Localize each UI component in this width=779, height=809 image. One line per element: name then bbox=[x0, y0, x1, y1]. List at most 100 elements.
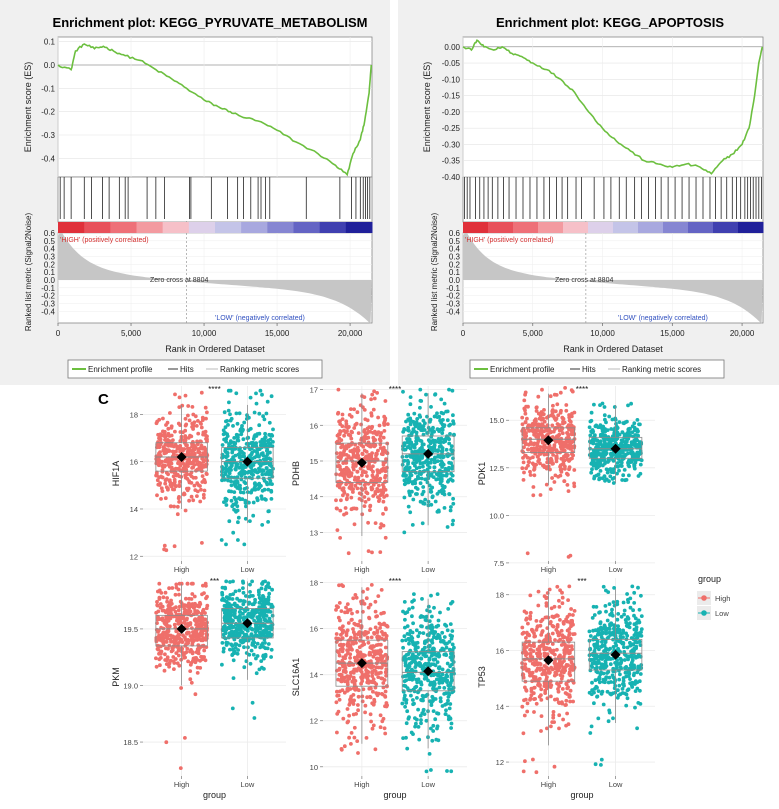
data-point-low bbox=[449, 721, 454, 726]
data-point-low bbox=[446, 607, 451, 611]
data-point-low bbox=[417, 471, 422, 476]
data-point-high bbox=[525, 416, 529, 421]
heatbar-segment bbox=[488, 222, 514, 233]
data-point-high bbox=[523, 679, 528, 684]
data-point-high bbox=[373, 747, 378, 752]
data-point-low bbox=[441, 418, 445, 422]
data-point-low bbox=[229, 642, 234, 647]
data-point-high bbox=[549, 430, 553, 435]
data-point-low bbox=[445, 472, 449, 476]
data-point-high bbox=[192, 594, 197, 599]
data-point-high bbox=[378, 525, 383, 530]
data-point-high bbox=[539, 430, 543, 435]
es-yticks: 0.10.0-0.1-0.2-0.3-0.4 bbox=[41, 38, 55, 164]
mean-marker bbox=[543, 435, 554, 446]
data-point-low bbox=[404, 668, 409, 673]
data-point-low bbox=[251, 652, 256, 657]
data-point-low bbox=[269, 497, 274, 501]
data-point-high bbox=[190, 405, 195, 409]
data-point-high bbox=[379, 622, 383, 627]
data-point-high bbox=[183, 434, 188, 438]
data-point-low bbox=[602, 461, 607, 466]
data-point-high bbox=[346, 621, 351, 625]
data-point-low bbox=[258, 388, 263, 393]
data-point-low bbox=[596, 465, 600, 470]
box-iqr bbox=[588, 436, 643, 459]
data-point-low bbox=[401, 645, 405, 650]
data-point-low bbox=[253, 597, 257, 602]
data-point-low bbox=[241, 611, 245, 616]
data-point-low bbox=[451, 501, 456, 506]
data-point-low bbox=[248, 582, 252, 587]
data-point-high bbox=[369, 659, 373, 664]
data-point-high bbox=[347, 425, 351, 429]
data-point-low bbox=[420, 427, 425, 432]
data-point-low bbox=[422, 469, 427, 473]
data-point-low bbox=[229, 483, 234, 488]
data-point-low bbox=[407, 489, 411, 494]
data-point-high bbox=[199, 487, 203, 492]
es-ytick-label: -0.10 bbox=[442, 75, 461, 84]
data-point-high bbox=[165, 438, 170, 442]
data-point-high bbox=[204, 462, 209, 467]
data-point-high bbox=[564, 698, 569, 703]
data-point-high bbox=[368, 712, 373, 717]
data-point-low bbox=[411, 497, 416, 502]
gsea-title: Enrichment plot: KEGG_PYRUVATE_METABOLIS… bbox=[53, 15, 368, 30]
data-point-high bbox=[165, 596, 170, 600]
data-point-low bbox=[447, 387, 451, 392]
x-ticks: 0 5,000 10,000 15,000 20,000 bbox=[461, 323, 755, 338]
data-point-low bbox=[403, 481, 408, 485]
data-point-low bbox=[257, 411, 262, 416]
data-point-high bbox=[177, 395, 182, 400]
data-point-high bbox=[356, 475, 361, 480]
data-point-high bbox=[352, 667, 357, 672]
data-point-low bbox=[413, 665, 418, 669]
data-point-high bbox=[163, 438, 167, 442]
data-point-low bbox=[435, 592, 440, 596]
data-point-high bbox=[558, 473, 563, 478]
es-yticks: 0.00-0.05-0.10-0.15-0.20-0.25-0.30-0.35-… bbox=[442, 43, 461, 182]
data-point-low bbox=[442, 492, 447, 497]
data-point-low bbox=[439, 449, 444, 453]
data-point-low bbox=[229, 479, 233, 484]
data-point-high bbox=[173, 429, 177, 434]
data-point-high bbox=[167, 601, 172, 605]
data-point-low bbox=[431, 629, 435, 634]
data-point-low bbox=[433, 663, 438, 668]
data-point-high bbox=[523, 408, 527, 413]
data-point-high bbox=[540, 411, 545, 416]
data-point-low bbox=[238, 598, 243, 603]
es-ytick-label: 0.00 bbox=[444, 43, 460, 52]
data-point-low bbox=[414, 466, 419, 471]
data-point-high bbox=[200, 418, 205, 422]
data-point-high bbox=[375, 487, 380, 491]
data-point-low bbox=[421, 485, 426, 489]
data-point-low bbox=[227, 442, 231, 446]
data-point-low bbox=[252, 449, 257, 453]
data-point-low bbox=[621, 421, 626, 425]
data-point-low bbox=[402, 495, 407, 500]
heatbar-segments bbox=[463, 222, 764, 233]
data-point-low bbox=[269, 489, 274, 494]
data-point-low bbox=[638, 444, 642, 449]
data-point-high bbox=[385, 451, 390, 456]
data-point-low bbox=[225, 434, 230, 438]
data-point-low bbox=[420, 597, 424, 601]
box-ytick-label: 7.5 bbox=[494, 559, 504, 568]
data-point-low bbox=[437, 440, 442, 445]
data-point-low bbox=[428, 487, 433, 492]
data-point-high bbox=[368, 429, 373, 434]
data-point-high bbox=[163, 496, 168, 501]
data-point-high bbox=[367, 652, 372, 657]
data-point-low bbox=[220, 598, 224, 602]
data-point-high bbox=[355, 486, 360, 491]
data-point-high bbox=[567, 467, 571, 472]
box-ytick-label: 15 bbox=[310, 457, 318, 466]
data-point-high bbox=[337, 653, 342, 658]
data-point-low bbox=[238, 497, 243, 502]
data-point-low bbox=[602, 439, 607, 444]
data-point-low bbox=[603, 429, 607, 434]
data-point-high bbox=[356, 708, 360, 713]
